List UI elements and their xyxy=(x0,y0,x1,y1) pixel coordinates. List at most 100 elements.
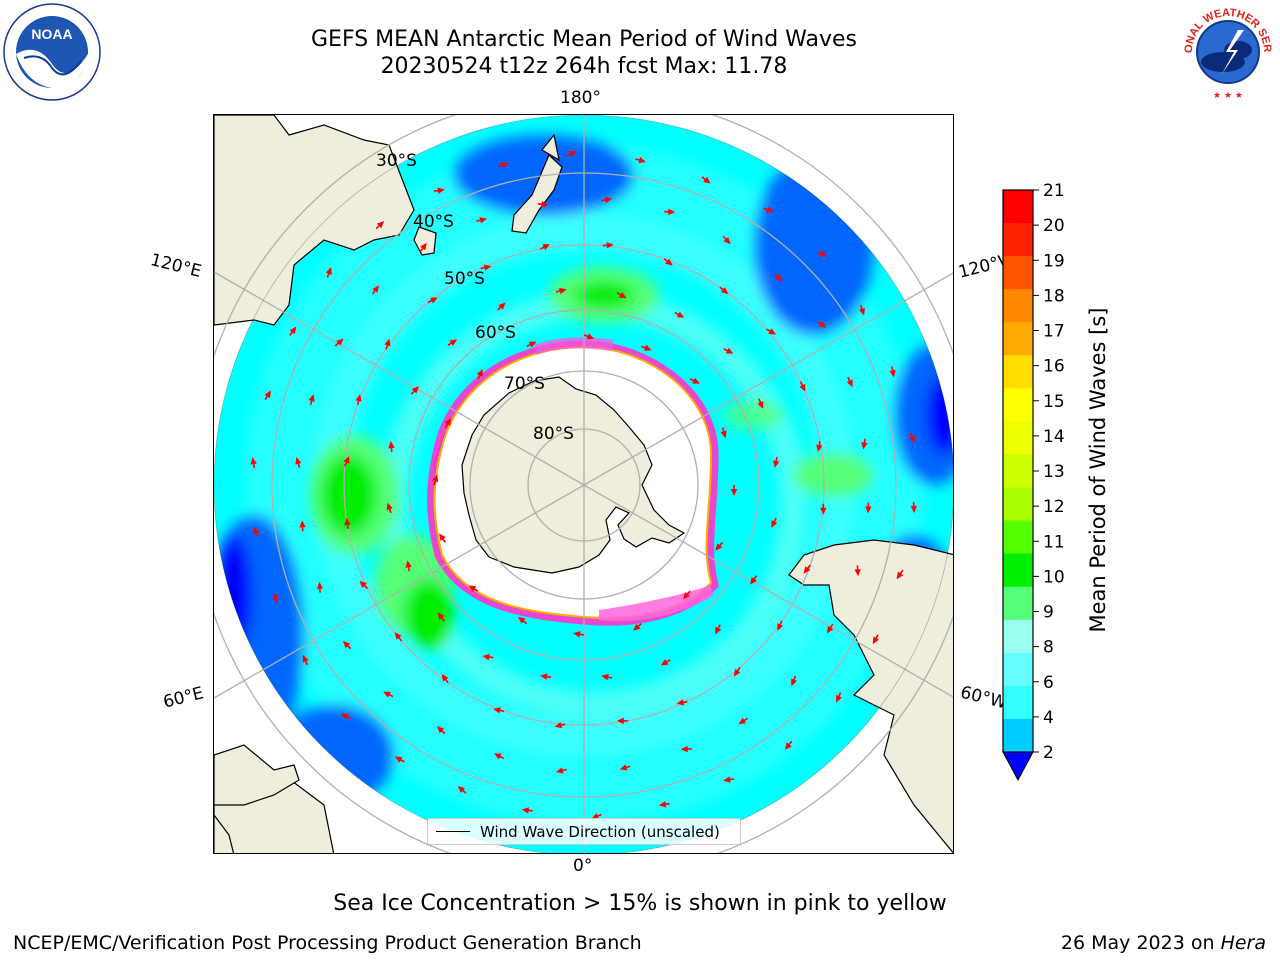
legend-label: Wind Wave Direction (unscaled) xyxy=(480,822,720,841)
colorbar-segment xyxy=(1003,256,1033,290)
wind-arrow-head xyxy=(299,520,306,528)
wind-arrow-head xyxy=(896,571,904,580)
colorbar-tick-label: 6 xyxy=(1043,673,1054,693)
wind-arrow-head xyxy=(559,287,567,295)
wind-arrow-head xyxy=(344,517,351,526)
wind-arrow-head xyxy=(738,717,747,725)
wind-arrow-head xyxy=(388,441,395,449)
wind-arrow-head xyxy=(668,208,676,215)
lat-label-70s: 70°S xyxy=(504,374,545,394)
wind-arrow-head xyxy=(439,533,446,541)
wind-arrow-head xyxy=(437,187,445,194)
wind-arrow-head xyxy=(638,156,647,164)
wind-arrow-head xyxy=(910,505,918,514)
colorbar-tick-label: 2 xyxy=(1043,743,1054,763)
wind-arrow-head xyxy=(720,430,727,439)
wind-arrow-head xyxy=(498,302,506,310)
wind-arrow-head xyxy=(586,333,595,340)
colorbar-segment xyxy=(1003,685,1033,720)
wind-arrow-head xyxy=(676,699,685,706)
wind-arrow-head xyxy=(861,442,868,450)
wind-arrow-head xyxy=(846,379,853,388)
wind-arrow-head xyxy=(836,694,842,703)
date-text: 26 May 2023 on Hera xyxy=(1061,932,1266,954)
colorbar-segment xyxy=(1003,553,1033,588)
colorbar-segment xyxy=(1003,487,1033,522)
wind-arrow-head xyxy=(750,577,757,585)
wind-arrow-head xyxy=(383,691,391,698)
wind-arrow-head xyxy=(819,250,827,257)
lon-label-120e: 120°E xyxy=(148,250,204,282)
colorbar-segment xyxy=(1003,355,1033,389)
wind-arrow-head xyxy=(405,560,412,568)
wind-arrow-head xyxy=(591,813,600,820)
wind-arrow-head xyxy=(437,612,445,620)
wind-arrow-head xyxy=(372,285,380,293)
lat-label-40s: 40°S xyxy=(413,212,454,232)
lon-label-180: 180° xyxy=(560,88,601,108)
wind-arrow-head xyxy=(253,526,260,535)
wind-arrow-head xyxy=(720,287,729,295)
wind-arrow-head xyxy=(336,338,344,346)
polar-map xyxy=(214,115,953,853)
colorbar-segment xyxy=(1003,322,1033,356)
colorbar-tick-label: 19 xyxy=(1043,251,1065,271)
graticule xyxy=(214,115,953,853)
wind-arrow-head xyxy=(703,176,711,184)
noaa-logo: NOAA xyxy=(3,3,101,101)
wind-arrow-head xyxy=(757,401,764,409)
lon-label-60e: 60°E xyxy=(161,683,206,713)
wind-arrow-head xyxy=(854,569,861,577)
wind-arrow-head xyxy=(658,801,667,808)
wind-arrow-head xyxy=(799,383,806,392)
machine-name: Hera xyxy=(1220,932,1266,954)
wind-arrow-head xyxy=(272,592,279,600)
colorbar-tick-label: 10 xyxy=(1043,567,1065,587)
wind-arrow-head xyxy=(818,321,827,328)
wind-arrow-head xyxy=(725,347,734,354)
wind-arrow-head xyxy=(376,221,385,229)
wind-arrow-head xyxy=(482,653,490,661)
wind-arrow-head xyxy=(528,341,537,348)
wind-arrow-head xyxy=(501,162,509,169)
colorbar-tick-label: 8 xyxy=(1043,638,1054,658)
sea-ice-note: Sea Ice Concentration > 15% is shown in … xyxy=(333,891,947,916)
wind-arrow-head xyxy=(541,201,549,208)
wind-arrow-head xyxy=(444,418,451,426)
wind-arrow-head xyxy=(342,641,351,649)
wind-arrow-head xyxy=(542,244,551,251)
colorbar-segments xyxy=(1002,189,1034,782)
wind-arrow-head xyxy=(908,435,915,443)
wind-arrow-head xyxy=(521,807,530,814)
colorbar-tick-label: 17 xyxy=(1043,322,1065,342)
wind-arrow-head xyxy=(606,242,614,249)
colorbar: 21 20 19 18 17 16 15 14 13 12 11 10 9 8 6 4 2 xyxy=(1002,181,1065,782)
legend-line-swatch xyxy=(436,831,470,832)
wind-arrow-head xyxy=(355,394,362,402)
wind-arrow-head xyxy=(308,394,315,402)
colorbar-tick-label: 14 xyxy=(1043,427,1065,447)
wind-arrow-head xyxy=(820,507,827,515)
wind-arrow-head xyxy=(359,580,367,588)
colorbar-segment xyxy=(1003,223,1033,257)
wind-arrows xyxy=(250,150,918,820)
wind-arrow-head xyxy=(766,206,774,213)
wind-arrow-head xyxy=(386,502,393,511)
wind-arrow-head xyxy=(483,264,492,271)
lat-label-30s: 30°S xyxy=(376,151,417,171)
wind-arrow-head xyxy=(432,474,439,483)
colorbar-segment xyxy=(1003,652,1033,687)
wind-arrow-head xyxy=(340,713,349,720)
wind-arrow-head xyxy=(784,742,792,750)
wind-arrow-head xyxy=(730,489,738,496)
colorbar-tick-label: 15 xyxy=(1043,392,1065,412)
credit-text: NCEP/EMC/Verification Post Processing Pr… xyxy=(13,932,642,954)
wind-arrow-head xyxy=(555,767,564,774)
wind-arrow-head xyxy=(573,631,581,638)
wind-arrow-head xyxy=(683,592,690,600)
wind-arrow-head xyxy=(316,581,324,589)
wind-arrow-head xyxy=(295,457,302,465)
wind-arrow-head xyxy=(791,678,798,687)
wind-arrow-head xyxy=(633,623,641,631)
wind-arrow-head xyxy=(826,625,834,634)
